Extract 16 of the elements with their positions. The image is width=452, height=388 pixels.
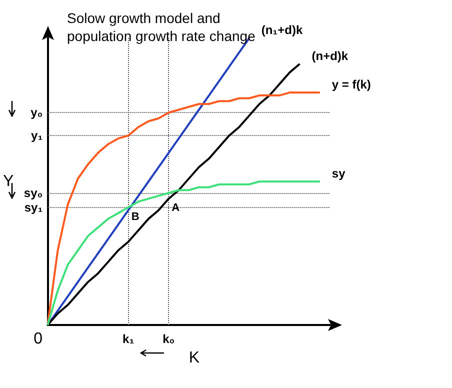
annotation: B — [131, 210, 140, 223]
x-tick-label: k₁ — [122, 332, 134, 346]
text: 0 — [34, 330, 43, 348]
series-label: (n+d)k — [312, 48, 348, 63]
ref-line-label: sy₀ — [24, 186, 43, 200]
y-axis-title: Y — [3, 173, 14, 190]
series-label: sy — [332, 166, 346, 180]
ref-line-label: sy₁ — [24, 200, 43, 214]
chart-title: Solow growth model and population growth rate change — [67, 10, 256, 44]
ref-line-label: y₀ — [30, 106, 43, 120]
series-label: (n₁+d)k — [261, 23, 303, 37]
x-tick-label: k₀ — [162, 332, 175, 346]
annotation: A — [172, 202, 180, 214]
x-axis-title: K — [188, 349, 200, 366]
ref-line-label: y₁ — [31, 128, 43, 143]
series-label: y = f(k) — [332, 78, 371, 92]
